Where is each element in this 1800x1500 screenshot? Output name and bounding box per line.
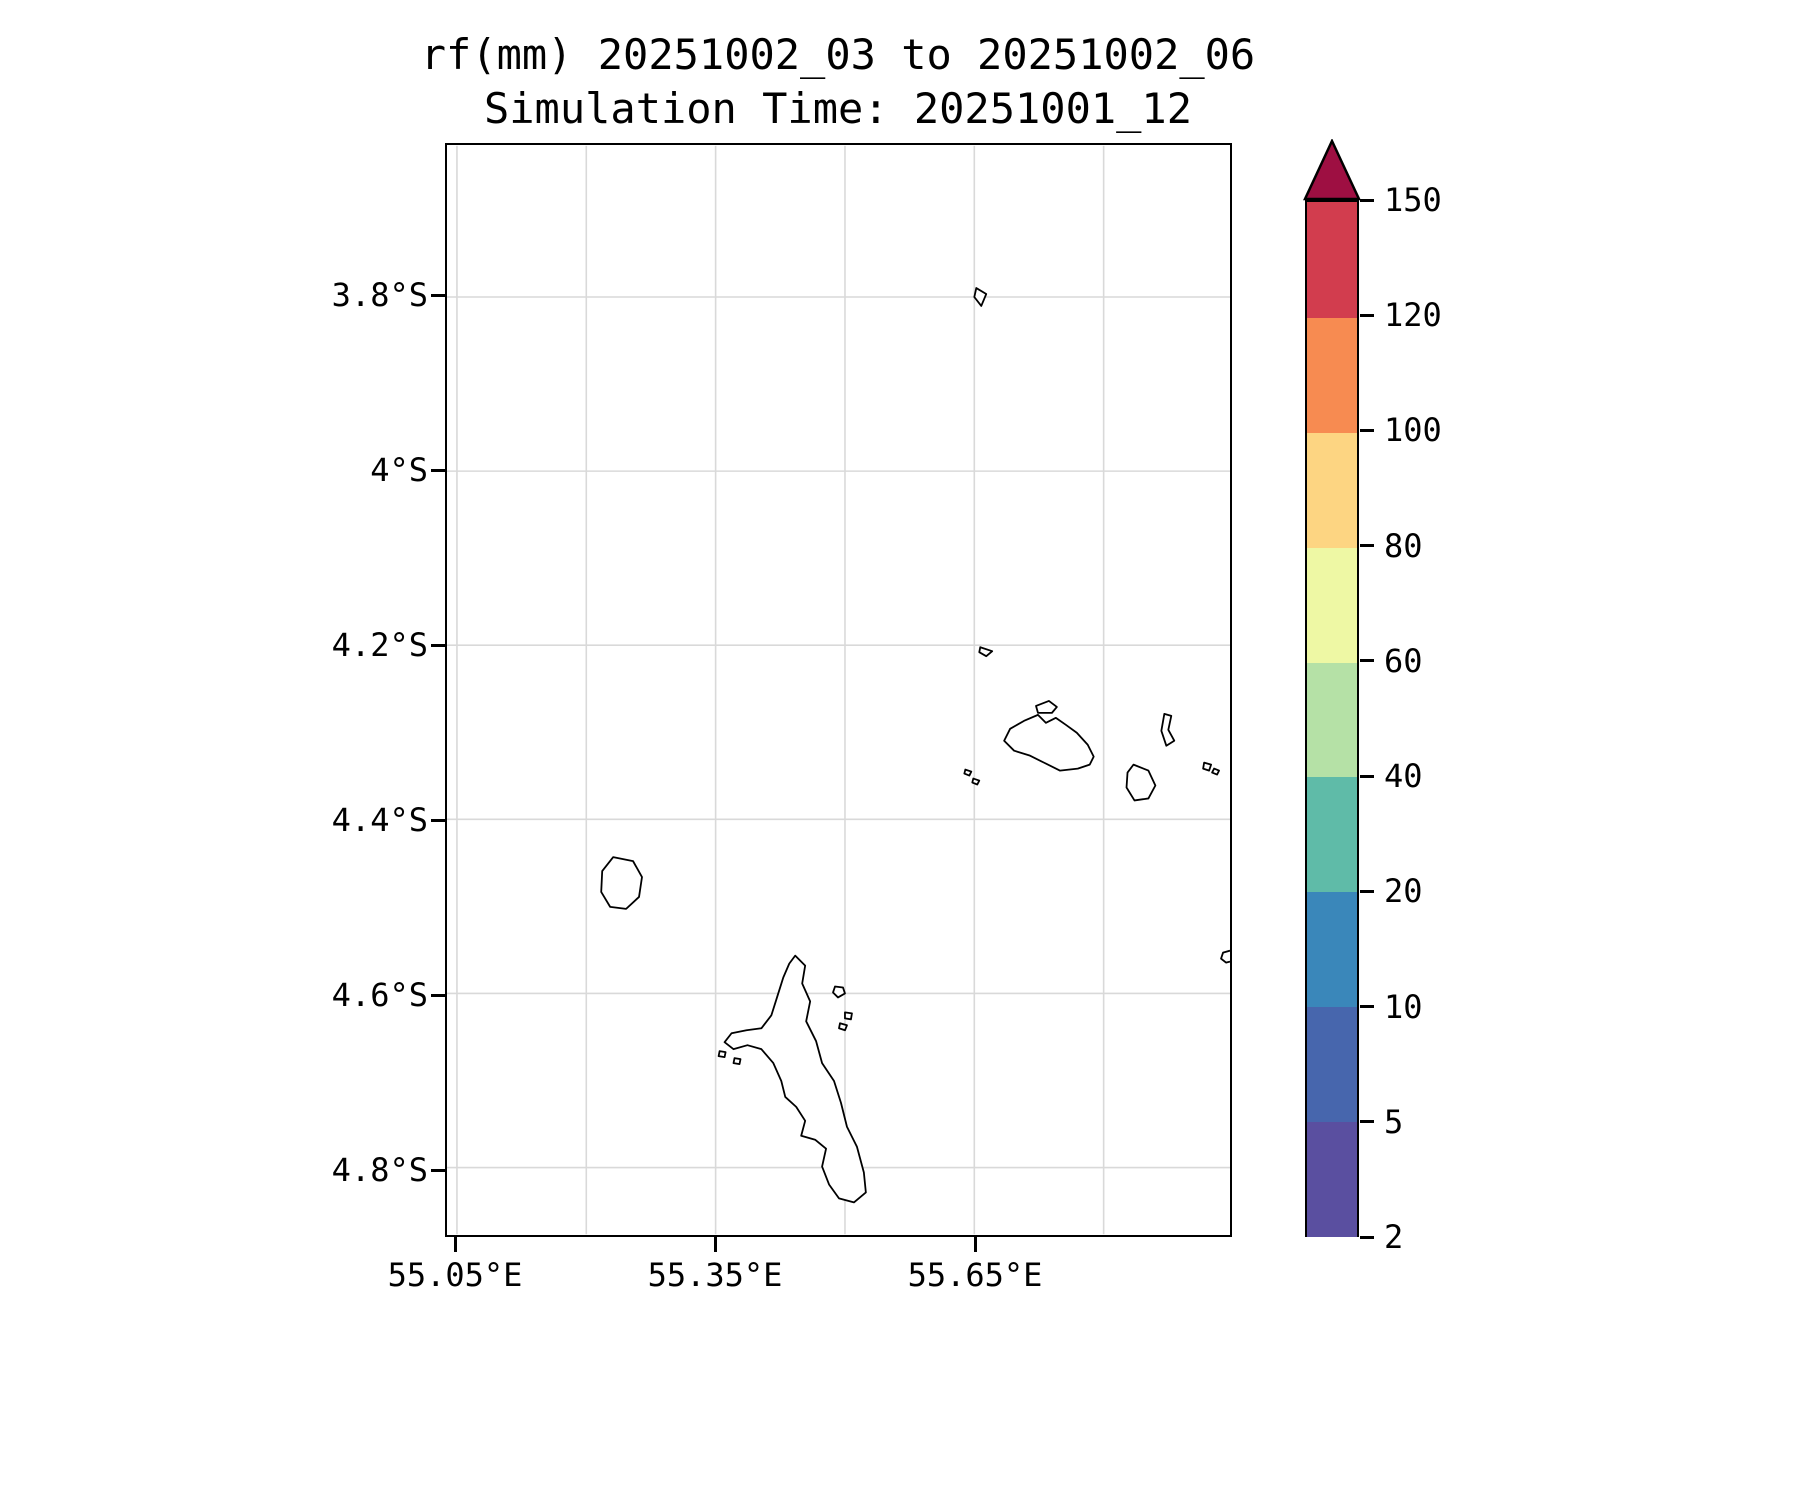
- island-coastline-silhouette: [600, 856, 643, 910]
- y-tick-label: 3.8°S: [331, 276, 428, 314]
- y-tick-label: 4.4°S: [331, 801, 428, 839]
- colorbar-tick-label: 5: [1384, 1102, 1404, 1141]
- coastlines: [600, 287, 1230, 1204]
- colorbar-tick-mark: [1360, 313, 1374, 317]
- island-coastline-cousin: [963, 768, 973, 777]
- x-tick-mark: [973, 1237, 977, 1252]
- colorbar-segment: [1307, 431, 1357, 548]
- y-tick-mark: [431, 818, 446, 822]
- y-tick-label: 4.2°S: [331, 626, 428, 664]
- colorbar-tick-mark: [1360, 198, 1374, 202]
- island-coastline-islet-c: [1211, 767, 1220, 776]
- colorbar-segment: [1307, 890, 1357, 1007]
- island-coastline-conception: [732, 1057, 742, 1065]
- chart-title: rf(mm) 20251002_03 to 20251002_06: [420, 30, 1256, 79]
- colorbar-tick-label: 150: [1384, 181, 1442, 219]
- colorbar-tick-label: 100: [1384, 411, 1442, 450]
- y-tick-mark: [431, 468, 446, 472]
- colorbar-tick-label: 80: [1384, 526, 1423, 565]
- colorbar-segment: [1307, 202, 1357, 319]
- y-tick-mark: [431, 643, 446, 647]
- chart-subtitle: Simulation Time: 20251001_12: [483, 84, 1192, 133]
- y-tick-label: 4.6°S: [331, 976, 428, 1014]
- island-coastline-curieuse: [1035, 700, 1058, 714]
- map-plot-area: [445, 143, 1232, 1237]
- colorbar-segment: [1307, 1120, 1357, 1237]
- colorbar-tick-mark: [1360, 1120, 1374, 1124]
- gridlines: [447, 145, 1230, 1235]
- colorbar: [1305, 200, 1359, 1237]
- y-tick-mark: [431, 293, 446, 297]
- colorbar-tick-mark: [1360, 1235, 1374, 1239]
- colorbar-tick-mark: [1360, 428, 1374, 432]
- x-tick-mark: [453, 1237, 457, 1252]
- colorbar-tick-label: 2: [1384, 1218, 1404, 1256]
- colorbar-tick-mark: [1360, 1005, 1374, 1009]
- x-tick-label: 55.35°E: [647, 1256, 783, 1294]
- island-coastline-therese: [717, 1050, 727, 1059]
- island-coastline-praslin: [1003, 713, 1095, 772]
- island-coastline-la-digue: [1125, 763, 1157, 802]
- island-coastline-ste-anne: [832, 985, 846, 999]
- colorbar-tick-label: 60: [1384, 641, 1423, 680]
- y-tick-mark: [431, 993, 446, 997]
- island-coastline-cousine: [971, 777, 981, 786]
- colorbar-segment: [1307, 546, 1357, 663]
- colorbar-segment: [1307, 775, 1357, 893]
- colorbar-tick-mark: [1360, 889, 1374, 893]
- colorbar-tick-label: 10: [1384, 987, 1423, 1026]
- x-tick-label: 55.65°E: [907, 1256, 1043, 1294]
- island-coastline-islet-a: [978, 646, 994, 658]
- colorbar-extend-arrow: [1303, 139, 1361, 201]
- y-tick-label: 4°S: [370, 451, 428, 489]
- colorbar-segment: [1307, 661, 1357, 778]
- colorbar-segment: [1307, 316, 1357, 434]
- colorbar-tick-label: 20: [1384, 872, 1423, 911]
- island-coastline-islet-b: [1202, 761, 1212, 772]
- island-coastline-north-island: [973, 287, 988, 307]
- colorbar-tick-mark: [1360, 544, 1374, 548]
- island-coastline-cerf: [844, 1011, 853, 1021]
- x-tick-label: 55.05°E: [387, 1256, 523, 1294]
- island-coastline-islet-d: [838, 1022, 848, 1032]
- colorbar-tick-label: 120: [1384, 296, 1442, 335]
- island-coastline-fregate: [1220, 949, 1230, 964]
- colorbar-tick-mark: [1360, 659, 1374, 663]
- x-tick-mark: [713, 1237, 717, 1252]
- map-svg: [447, 145, 1230, 1235]
- colorbar-segment: [1307, 1005, 1357, 1122]
- colorbar-tick-mark: [1360, 774, 1374, 778]
- y-tick-mark: [431, 1168, 446, 1172]
- colorbar-tick-label: 40: [1384, 757, 1423, 796]
- island-coastline-mahe: [723, 954, 867, 1204]
- island-coastline-felicite: [1160, 712, 1176, 747]
- y-tick-label: 4.8°S: [331, 1151, 428, 1189]
